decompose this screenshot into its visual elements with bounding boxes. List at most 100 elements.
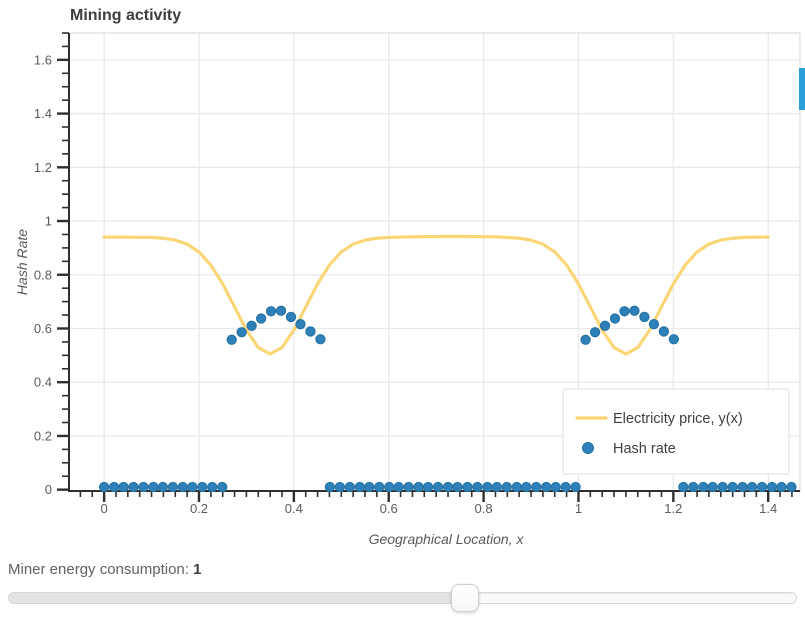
data-point — [698, 481, 709, 492]
data-point — [639, 311, 650, 323]
tick-label: 1.4 — [34, 106, 52, 121]
data-point — [118, 481, 129, 492]
data-point — [334, 481, 346, 492]
line-series-electricity-price — [102, 234, 770, 356]
data-point — [599, 320, 611, 331]
legend: Electricity price, y(x) Hash rate — [562, 388, 790, 475]
data-point — [629, 305, 640, 316]
tick-label: 0.6 — [380, 501, 398, 516]
data-point — [108, 481, 120, 492]
tick-label: 0.6 — [34, 321, 52, 336]
chart-title: Mining activity — [70, 7, 182, 24]
legend-label: Electricity price, y(x) — [613, 411, 743, 427]
data-point — [776, 481, 787, 492]
plot-canvas[interactable]: 0 0.2 0.4 0.6 0.8 1 1.2 1.4 0 0.2 0.4 0.6 0.8 1 1.2 1.4… — [0, 0, 805, 555]
tick-label: 1.2 — [664, 501, 682, 516]
data-point — [177, 481, 188, 492]
tick-label: 0.2 — [34, 428, 52, 443]
slider-value: 1 — [193, 561, 202, 578]
data-point — [482, 481, 493, 492]
data-point — [344, 481, 355, 492]
data-point — [413, 481, 424, 492]
data-point — [442, 481, 454, 492]
tick-label: 1.4 — [759, 501, 777, 516]
data-point — [737, 481, 748, 492]
tick-label: 0.8 — [34, 267, 52, 282]
data-point — [384, 481, 395, 492]
data-point — [197, 481, 208, 492]
data-point — [541, 481, 552, 492]
legend-box — [562, 388, 790, 475]
right-edge-scrollbar-thumb[interactable] — [799, 68, 805, 110]
data-point — [393, 481, 404, 492]
slider-fill — [9, 593, 466, 603]
data-point — [580, 334, 591, 345]
data-point — [462, 481, 473, 492]
data-point — [560, 481, 571, 492]
data-point — [432, 481, 444, 492]
data-point — [128, 481, 139, 492]
data-point — [746, 481, 758, 492]
data-point — [374, 481, 385, 492]
legend-label: Hash rate — [613, 441, 676, 457]
data-point — [501, 481, 512, 492]
data-point — [766, 481, 778, 492]
data-point — [422, 481, 434, 492]
data-point — [491, 481, 503, 492]
x-axis-title: Geographical Location, x — [368, 531, 524, 547]
data-point — [658, 326, 670, 337]
data-point — [756, 481, 768, 492]
tick-label: 1 — [575, 501, 582, 516]
data-point — [285, 311, 297, 323]
data-point — [138, 481, 149, 492]
data-point — [236, 327, 247, 338]
tick-label: 1 — [45, 214, 52, 229]
data-point — [226, 334, 237, 345]
energy-consumption-slider[interactable] — [8, 584, 797, 612]
data-point — [678, 481, 689, 492]
tick-label: 0.4 — [285, 501, 303, 516]
data-point — [521, 481, 532, 492]
tick-label: 0.2 — [190, 501, 208, 516]
data-point — [217, 481, 228, 492]
data-point — [265, 306, 277, 317]
scatter-series-hash-rate — [98, 305, 797, 492]
data-point — [364, 481, 375, 492]
data-point — [98, 481, 110, 492]
data-point — [668, 334, 679, 345]
slider-handle[interactable] — [451, 584, 480, 612]
data-point — [246, 320, 257, 331]
data-point — [207, 481, 218, 492]
data-point — [148, 481, 159, 492]
data-point — [275, 305, 287, 316]
data-point — [727, 481, 738, 492]
data-point — [707, 481, 718, 492]
data-point — [157, 481, 169, 492]
data-point — [167, 481, 179, 492]
tick-label: 0.8 — [475, 501, 493, 516]
data-point — [403, 481, 414, 492]
data-point — [354, 481, 365, 492]
tick-label: 0 — [100, 501, 107, 516]
data-point — [531, 481, 542, 492]
data-point — [187, 481, 198, 492]
data-point — [609, 313, 621, 324]
tick-label: 1.6 — [34, 52, 52, 67]
legend-circle-swatch — [582, 442, 594, 454]
data-point — [295, 319, 306, 330]
slider-label-text: Miner energy consumption: — [8, 561, 194, 578]
data-point — [511, 481, 522, 492]
data-point — [589, 327, 601, 338]
data-point — [648, 319, 660, 330]
data-point — [570, 481, 581, 492]
tick-label: 0 — [45, 482, 52, 497]
data-point — [472, 481, 483, 492]
data-point — [324, 481, 336, 492]
data-point — [315, 334, 326, 345]
tick-label: 1.2 — [34, 160, 52, 175]
tick-label: 0.4 — [34, 375, 52, 390]
slider-label: Miner energy consumption: 1 — [8, 561, 201, 578]
data-point — [255, 313, 267, 324]
data-point — [452, 481, 463, 492]
